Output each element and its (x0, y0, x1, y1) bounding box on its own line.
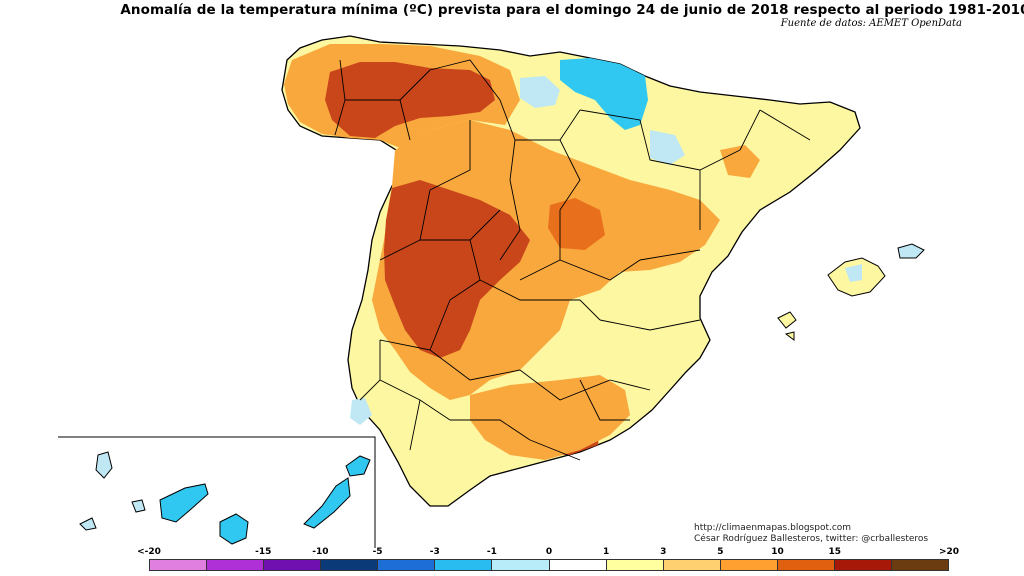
tenerife (159, 483, 209, 523)
legend-tick-label: 10 (771, 547, 784, 557)
legend-swatch (207, 560, 265, 570)
la-palma (95, 451, 113, 479)
fuerteventura (303, 477, 351, 529)
legend-swatch (321, 560, 379, 570)
zone-orange-south (470, 375, 630, 460)
iberian-peninsula (281, 35, 861, 507)
legend-swatch (549, 560, 607, 570)
zone-lightcyan-northeast (650, 130, 685, 165)
color-legend (149, 559, 949, 571)
legend-swatch (777, 560, 835, 570)
legend-tick-label: -1 (486, 547, 497, 557)
la-gomera (131, 499, 146, 513)
zone-red-northwest (325, 62, 495, 138)
zone-red-westcentral (384, 180, 530, 358)
canary-inset (58, 436, 376, 548)
legend-tick-label: 15 (828, 547, 841, 557)
mallorca-cyan (845, 264, 862, 282)
lanzarote (345, 455, 371, 477)
legend-swatch (378, 560, 436, 570)
legend-swatch (150, 560, 208, 570)
credit-url: http://climaenmapas.blogspot.com (694, 523, 852, 533)
gran-canaria (219, 513, 249, 545)
legend-swatch (892, 560, 949, 570)
zone-orange-catalonia (720, 145, 760, 178)
legend-tick-label: -15 (255, 547, 272, 557)
legend-tick-label: -5 (372, 547, 383, 557)
legend-swatch (492, 560, 550, 570)
inset-frame (58, 436, 376, 548)
legend-tick-label: 3 (660, 547, 667, 557)
legend-tick-label: >20 (938, 547, 960, 557)
legend-tick-label: -10 (312, 547, 329, 557)
credit-author: César Rodríguez Ballesteros, twitter: @c… (694, 534, 929, 544)
menorca (897, 243, 925, 259)
zone-cyan-north (560, 58, 648, 130)
province-borders (334, 59, 811, 461)
legend-ticks: <-20 -15 -10 -5 -3 -1 0 1 3 5 10 15 >20 (137, 547, 959, 559)
legend-swatch (663, 560, 721, 570)
zone-red-eastcentral (548, 198, 605, 250)
balearic-islands (777, 243, 925, 341)
legend-swatch (606, 560, 664, 570)
ibiza (777, 311, 797, 329)
legend-swatch (834, 560, 893, 570)
legend-tick-label: 5 (717, 547, 724, 557)
legend-swatch (720, 560, 778, 570)
legend-swatch (435, 560, 493, 570)
zone-lightcyan-southwest (350, 398, 372, 425)
legend-tick-label: -3 (429, 547, 440, 557)
legend-swatch (264, 560, 322, 570)
data-source: Fuente de datos: AEMET OpenData (780, 18, 962, 29)
page-title: Anomalía de la temperatura mínima (ºC) p… (120, 2, 1024, 18)
formentera (784, 331, 795, 341)
el-hierro (79, 517, 97, 531)
legend-tick-label: <-20 (137, 547, 161, 557)
zone-lightcyan-north (520, 76, 560, 108)
legend-tick-label: 1 (603, 547, 610, 557)
legend-tick-label: 0 (545, 547, 553, 557)
